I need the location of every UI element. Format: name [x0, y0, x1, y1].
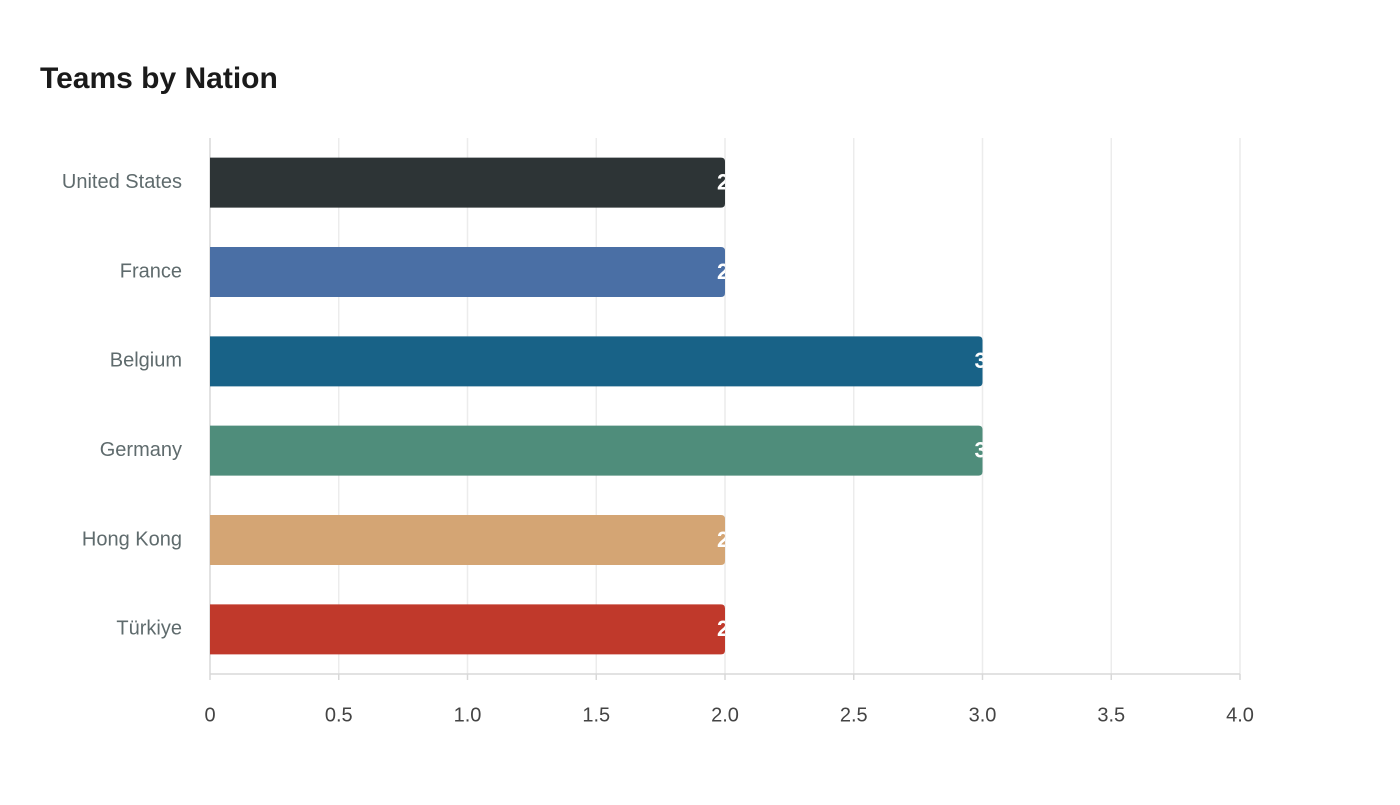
bar — [210, 515, 725, 565]
x-tick-label: 1.5 — [582, 704, 610, 726]
value-label: 2 — [717, 169, 729, 194]
y-tick-label: France — [120, 260, 182, 282]
value-label: 3 — [975, 437, 987, 462]
chart-title: Teams by Nation — [40, 62, 278, 95]
y-tick-label: Türkiye — [116, 618, 182, 640]
x-tick-label: 2.5 — [840, 704, 868, 726]
bar — [210, 157, 725, 208]
bar — [210, 336, 983, 387]
x-tick-label: 4.0 — [1226, 704, 1254, 726]
y-tick-label: United States — [62, 171, 182, 193]
x-tick-label: 0.5 — [325, 704, 353, 726]
value-label: 3 — [975, 348, 987, 373]
x-tick-label: 3.5 — [1097, 704, 1125, 726]
x-tick-label: 2.0 — [711, 704, 739, 726]
value-label: 2 — [717, 616, 729, 641]
value-label: 2 — [717, 259, 729, 284]
bar — [210, 247, 725, 297]
bar — [210, 604, 725, 655]
y-tick-label: Hong Kong — [82, 528, 182, 550]
bar — [210, 425, 983, 476]
x-tick-label: 0 — [204, 704, 215, 726]
y-tick-label: Germany — [100, 439, 182, 461]
value-label: 2 — [717, 527, 729, 552]
x-tick-label: 3.0 — [969, 704, 997, 726]
y-tick-label: Belgium — [110, 350, 182, 372]
x-tick-label: 1.0 — [454, 704, 482, 726]
